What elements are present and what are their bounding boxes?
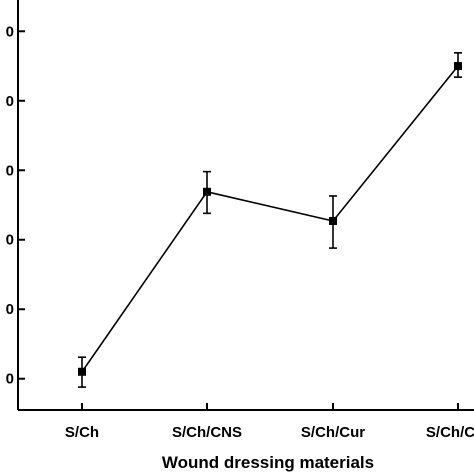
x-tick-label: S/Ch: [65, 424, 99, 441]
y-tick-label: 0: [6, 371, 14, 388]
y-tick-label: 0: [6, 232, 14, 249]
data-point-marker: [78, 367, 86, 376]
data-point-marker: [454, 62, 462, 71]
y-tick-label: 0: [6, 301, 14, 318]
y-tick-label: 0: [6, 93, 14, 110]
y-tick-label: 0: [6, 162, 14, 179]
data-point-marker: [203, 187, 211, 196]
data-point-marker: [329, 216, 337, 225]
y-axis-ticks: 0 0 0 0 0 0: [6, 23, 25, 388]
axes: [17, 0, 474, 411]
x-tick-label: S/Ch/CNS: [172, 424, 242, 441]
y-tick-label: 0: [6, 23, 14, 40]
series-line: [81, 65, 459, 373]
x-tick-label: S/Ch/Cur: [301, 424, 365, 441]
x-tick-label: S/Ch/Cur: [426, 424, 474, 441]
series-layer: [78, 52, 462, 388]
x-axis-title: Wound dressing materials: [162, 453, 374, 472]
x-axis-ticks: S/Ch S/Ch/CNS S/Ch/Cur S/Ch/Cur: [65, 403, 474, 441]
